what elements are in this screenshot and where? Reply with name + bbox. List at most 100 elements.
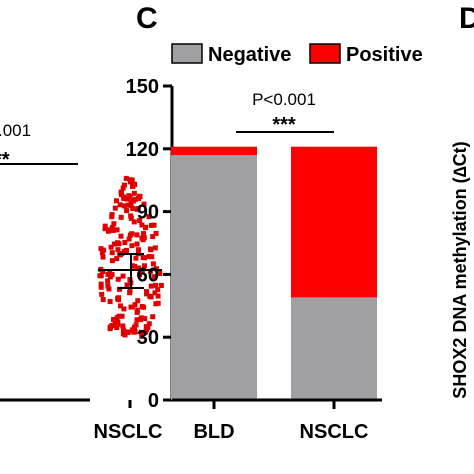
scatter-point bbox=[137, 272, 143, 278]
scatter-point bbox=[100, 297, 106, 303]
scatter-point bbox=[109, 322, 115, 328]
scatter-point bbox=[116, 286, 122, 292]
scatter-point bbox=[143, 324, 149, 330]
scatter-point bbox=[152, 245, 158, 251]
left-scatter-points bbox=[97, 175, 164, 339]
scatter-point bbox=[143, 224, 149, 230]
scatter-point bbox=[146, 253, 152, 259]
scatter-point bbox=[115, 276, 121, 282]
right-y-axis-label: SHOX2 DNA methylation (∆Ct) bbox=[450, 141, 470, 398]
scatter-point bbox=[114, 256, 120, 262]
scatter-point bbox=[127, 276, 133, 282]
scatter-point bbox=[105, 228, 111, 234]
scatter-point bbox=[123, 175, 129, 181]
scatter-point bbox=[141, 201, 147, 207]
panel-letter-d: D bbox=[459, 2, 474, 35]
scatter-point bbox=[122, 332, 128, 338]
scatter-point bbox=[99, 250, 105, 256]
scatter-point bbox=[136, 247, 142, 253]
scatter-point bbox=[153, 301, 159, 307]
scatter-point bbox=[135, 298, 141, 304]
scatter-point bbox=[148, 247, 154, 253]
scatter-point bbox=[129, 177, 135, 183]
scatter-point bbox=[131, 219, 137, 225]
scatter-point bbox=[139, 303, 145, 309]
scatter-point bbox=[98, 284, 104, 290]
legend-label-negative: Negative bbox=[208, 44, 291, 66]
scatter-point bbox=[119, 313, 125, 319]
x-tick-label: BLD bbox=[193, 421, 234, 443]
scatter-point bbox=[124, 208, 130, 214]
scatter-point bbox=[149, 254, 155, 260]
scatter-point bbox=[109, 272, 115, 278]
scatter-point bbox=[153, 282, 159, 288]
bar-negative-nsclc bbox=[291, 297, 377, 400]
scatter-point bbox=[109, 250, 115, 256]
scatter-point bbox=[107, 326, 113, 332]
scatter-point bbox=[127, 232, 133, 238]
scatter-point bbox=[120, 323, 126, 329]
scatter-point bbox=[140, 254, 146, 260]
center-p-value: P<0.001 bbox=[252, 90, 316, 109]
scatter-point bbox=[124, 282, 130, 288]
scatter-point bbox=[139, 333, 145, 339]
scatter-point bbox=[114, 227, 120, 233]
scatter-point bbox=[112, 205, 118, 211]
scatter-point bbox=[148, 294, 154, 300]
scatter-point bbox=[117, 202, 123, 208]
scatter-point bbox=[128, 304, 134, 310]
scatter-point bbox=[115, 296, 121, 302]
scatter-point bbox=[111, 221, 117, 227]
scatter-point bbox=[127, 194, 133, 200]
scatter-point bbox=[108, 244, 114, 250]
y-tick-label: 120 bbox=[126, 139, 159, 161]
y-tick-label: 60 bbox=[137, 264, 159, 286]
scatter-point bbox=[121, 203, 127, 209]
scatter-point bbox=[151, 222, 157, 228]
scatter-point bbox=[130, 183, 136, 189]
y-tick-label: 90 bbox=[137, 202, 159, 224]
scatter-point bbox=[135, 307, 141, 313]
scatter-point bbox=[115, 247, 121, 253]
center-significance-stars: *** bbox=[272, 114, 296, 136]
scatter-point bbox=[150, 314, 156, 320]
scatter-point bbox=[122, 239, 128, 245]
scatter-point bbox=[140, 237, 146, 243]
bar-positive-nsclc bbox=[291, 146, 377, 298]
y-tick-label: 30 bbox=[137, 327, 159, 349]
scatter-point bbox=[133, 322, 139, 328]
scatter-point bbox=[138, 315, 144, 321]
scatter-point bbox=[146, 321, 152, 327]
scatter-point bbox=[101, 247, 107, 253]
x-tick-label: NSCLC bbox=[300, 421, 369, 443]
scatter-point bbox=[105, 278, 111, 284]
scatter-point bbox=[146, 214, 152, 220]
scatter-point bbox=[107, 299, 113, 305]
scatter-point bbox=[118, 189, 124, 195]
stacked-bars bbox=[171, 146, 377, 400]
legend-swatch-positive bbox=[309, 43, 341, 64]
scatter-point bbox=[128, 199, 134, 205]
scatter-point bbox=[134, 232, 140, 238]
scatter-point bbox=[155, 293, 161, 299]
scatter-point bbox=[135, 265, 141, 271]
scatter-point bbox=[100, 254, 106, 260]
scatter-point bbox=[109, 214, 115, 220]
left-p-value: .001 bbox=[0, 121, 31, 140]
y-tick-label: 0 bbox=[148, 390, 159, 412]
scatter-point bbox=[132, 329, 138, 335]
scatter-point bbox=[131, 190, 137, 196]
scatter-point bbox=[121, 196, 127, 202]
scatter-point bbox=[106, 286, 112, 292]
scatter-point bbox=[129, 243, 135, 249]
scatter-point bbox=[130, 205, 136, 211]
center-panel: C Negative Positive 0 30 60 90 120 150 BLD NSC… bbox=[126, 2, 423, 443]
scatter-point bbox=[134, 317, 140, 323]
scatter-point bbox=[109, 258, 115, 264]
scatter-point bbox=[137, 194, 143, 200]
panel-letter-c: C bbox=[136, 2, 158, 35]
scatter-point bbox=[124, 196, 130, 202]
scatter-point bbox=[155, 287, 161, 293]
scatter-point bbox=[114, 325, 120, 331]
